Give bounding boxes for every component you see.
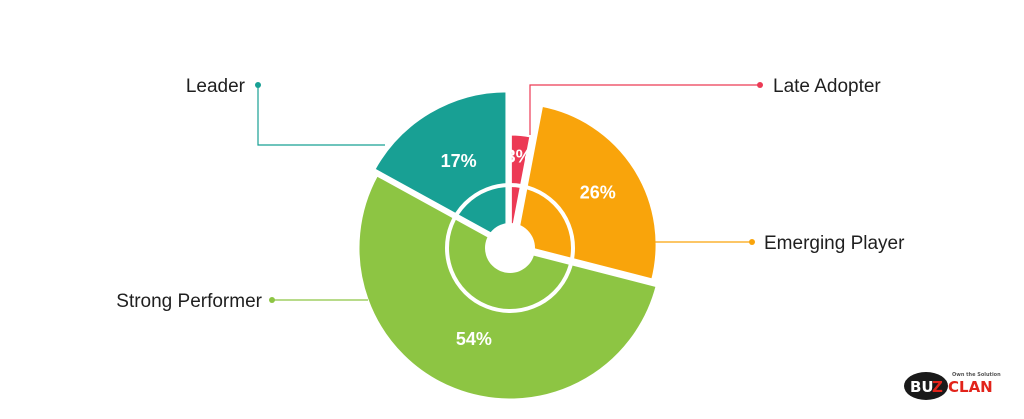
legend-label-emerging-player: Emerging Player [764, 233, 905, 254]
pct-label-strong-performer: 54% [456, 329, 492, 349]
connector-dot-late-adopter [757, 82, 763, 88]
slice-late-adopter [508, 132, 533, 245]
logo-tagline: Own the Solution [952, 372, 1001, 378]
slice-strong-performer [356, 172, 660, 402]
connector-leader [257, 85, 385, 146]
legend-labels: Late Adopter Emerging Player Strong Perfor… [116, 76, 905, 312]
buzzclan-logo: BU Z CLAN Own the Solution [904, 372, 1001, 400]
legend-label-leader: Leader [186, 76, 246, 97]
connector-dot-leader [255, 82, 261, 88]
logo-part-z: Z [932, 378, 943, 396]
logo-part-clan: CLAN [948, 378, 993, 396]
logo-part-bu: BU [910, 378, 934, 396]
legend-label-strong-performer: Strong Performer [116, 291, 262, 312]
chart-slices [356, 89, 660, 402]
legend-label-late-adopter: Late Adopter [773, 76, 881, 97]
pct-label-leader: 17% [441, 151, 477, 171]
legend-connectors [255, 82, 763, 303]
slice-emerging-player [513, 103, 659, 282]
pct-label-emerging-player: 26% [580, 182, 616, 202]
inner-ring-stroke [445, 183, 575, 313]
connector-dot-emerging-player [749, 239, 755, 245]
logo-cloud-shape [904, 372, 948, 400]
slice-leader [371, 89, 509, 246]
connector-dot-strong-performer [269, 297, 275, 303]
percentage-labels: 3% 26% 54% 17% [441, 146, 616, 349]
center-hole [485, 223, 535, 273]
inner-ring [445, 183, 575, 313]
pct-label-late-adopter: 3% [506, 146, 532, 166]
connector-late-adopter [529, 84, 760, 135]
